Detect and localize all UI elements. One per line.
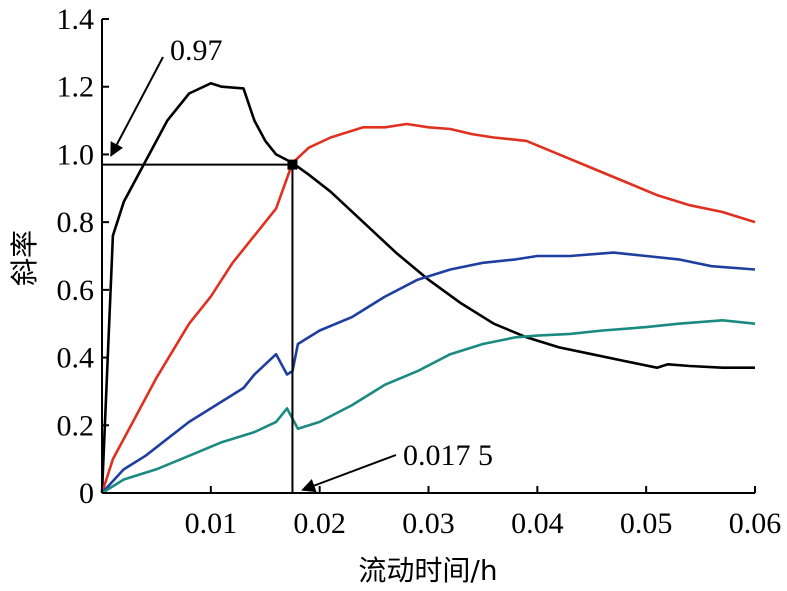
y-tick-label: 0.4 [57,342,95,375]
x-tick-label: 0.05 [620,507,673,540]
y-tick-label: 0 [79,477,94,510]
x-tick-label: 0.03 [402,507,455,540]
x-axis-title: 流动时间/h [358,554,497,587]
x-tick-label: 0.01 [185,507,238,540]
annotation-label-097: 0.97 [170,34,223,67]
y-tick-label: 1.4 [57,3,95,36]
series-line-2 [100,122,756,494]
annotation-arrow-00175 [301,454,397,493]
y-axis-title: 斜率 [8,230,41,286]
y-tick-label: 0.2 [57,409,95,442]
y-tick-label: 0.8 [57,206,95,239]
series-line-3 [101,251,756,494]
x-tick-label: 0.02 [293,507,346,540]
y-tick-label: 1.0 [57,138,95,171]
annotation-arrow-097 [110,56,164,157]
annotation-label-00175: 0.017 5 [403,439,493,472]
annotations-group: 0.97 0.017 5 [110,34,493,493]
plot-lines [100,82,756,495]
ticks: 0 0.2 0.4 0.6 0.8 1.0 1.2 1.4 0.01 0.02 0.03 0.04 0.… [57,3,782,540]
series-line-4 [101,319,756,495]
y-tick-label: 0.6 [57,274,95,307]
x-tick-label: 0.06 [729,507,782,540]
series-line-1 [100,82,755,494]
y-tick-label: 1.2 [57,71,95,104]
x-tick-label: 0.04 [511,507,564,540]
reference-lines [102,159,298,493]
intersection-marker [287,159,298,170]
